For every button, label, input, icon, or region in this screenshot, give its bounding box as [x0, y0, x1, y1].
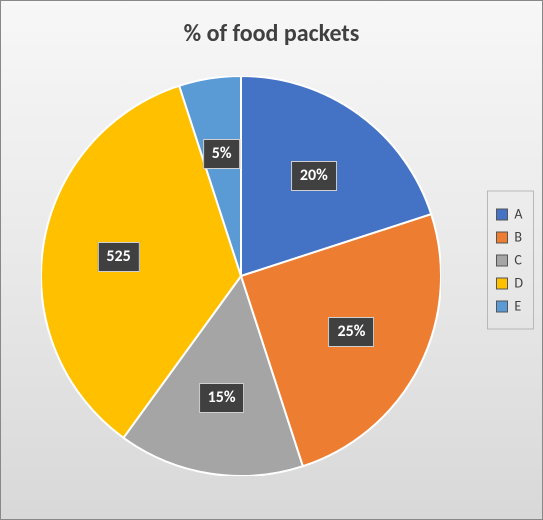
legend-swatch-A	[496, 208, 508, 220]
legend-item-C: C	[496, 252, 523, 269]
legend-label-C: C	[514, 252, 521, 269]
legend: ABCDE	[487, 191, 534, 330]
legend-item-E: E	[496, 298, 523, 315]
data-label-C: 15%	[199, 383, 245, 413]
data-label-D: 525	[97, 242, 139, 272]
chart-frame: % of food packets 20% 25% 15% 525 5% ABCDE	[0, 0, 543, 520]
legend-item-B: B	[496, 229, 523, 246]
chart-title: % of food packets	[1, 19, 542, 48]
legend-swatch-C	[496, 254, 508, 266]
data-label-A: 20%	[291, 161, 337, 191]
pie-area: 20% 25% 15% 525 5%	[41, 76, 441, 476]
data-label-E: 5%	[203, 139, 241, 169]
legend-label-B: B	[514, 229, 522, 246]
data-label-B: 25%	[329, 317, 375, 347]
legend-swatch-E	[496, 300, 508, 312]
legend-label-A: A	[514, 206, 522, 223]
legend-swatch-D	[496, 277, 508, 289]
pie-svg	[41, 76, 441, 476]
legend-label-E: E	[514, 298, 521, 315]
legend-swatch-B	[496, 231, 508, 243]
legend-label-D: D	[514, 275, 523, 292]
legend-item-D: D	[496, 275, 523, 292]
legend-item-A: A	[496, 206, 523, 223]
